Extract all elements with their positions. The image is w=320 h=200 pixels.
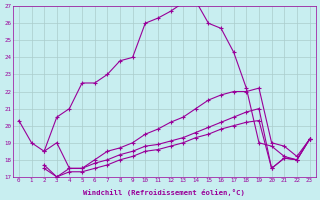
X-axis label: Windchill (Refroidissement éolien,°C): Windchill (Refroidissement éolien,°C) <box>83 189 245 196</box>
